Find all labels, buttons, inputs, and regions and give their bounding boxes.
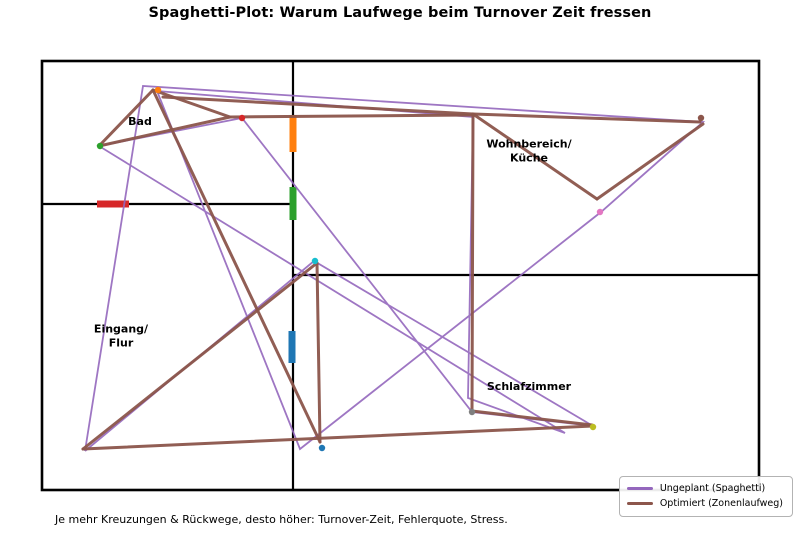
- path-optimiert-segment: [470, 409, 594, 427]
- station-dot: [238, 114, 246, 122]
- legend: Ungeplant (Spaghetti) Optimiert (Zonenla…: [618, 476, 793, 517]
- path-optimiert-segment: [161, 95, 475, 116]
- station-dot: [589, 423, 597, 431]
- legend-swatch-brown-line: [626, 502, 653, 505]
- station-dot: [96, 142, 104, 150]
- station-dot: [154, 86, 162, 94]
- station-dot: [468, 408, 476, 416]
- path-optimiert-segment: [471, 112, 702, 124]
- legend-swatch-purple-line: [626, 487, 653, 490]
- caption-text: Je mehr Kreuzungen & Rückwege, desto höh…: [55, 513, 508, 526]
- path-optimiert-segment: [81, 261, 319, 451]
- legend-item-optimiert: Optimiert (Zonenlaufweg): [626, 496, 783, 511]
- chart-title: Spaghetti-Plot: Warum Laufwege beim Turn…: [148, 5, 652, 21]
- station-dot: [697, 114, 705, 122]
- path-optimiert-segment: [470, 112, 475, 413]
- path-optimiert-segment: [81, 424, 595, 451]
- path-optimiert-segment: [595, 122, 705, 201]
- path-optimiert-segment: [151, 88, 232, 119]
- station-dot: [311, 257, 319, 265]
- path-optimiert-segment: [228, 113, 475, 119]
- path-optimiert-segment: [151, 88, 322, 444]
- path-optimiert-segment: [97, 115, 232, 148]
- station-dot: [318, 444, 326, 452]
- legend-label: Optimiert (Zonenlaufweg): [659, 498, 783, 509]
- legend-item-ungeplant: Ungeplant (Spaghetti): [626, 481, 783, 496]
- station-dot: [596, 208, 604, 216]
- path-optimiert-segment: [471, 112, 599, 201]
- path-optimiert-segment: [97, 88, 155, 148]
- path-optimiert-segment: [315, 261, 322, 444]
- legend-label: Ungeplant (Spaghetti): [659, 483, 766, 494]
